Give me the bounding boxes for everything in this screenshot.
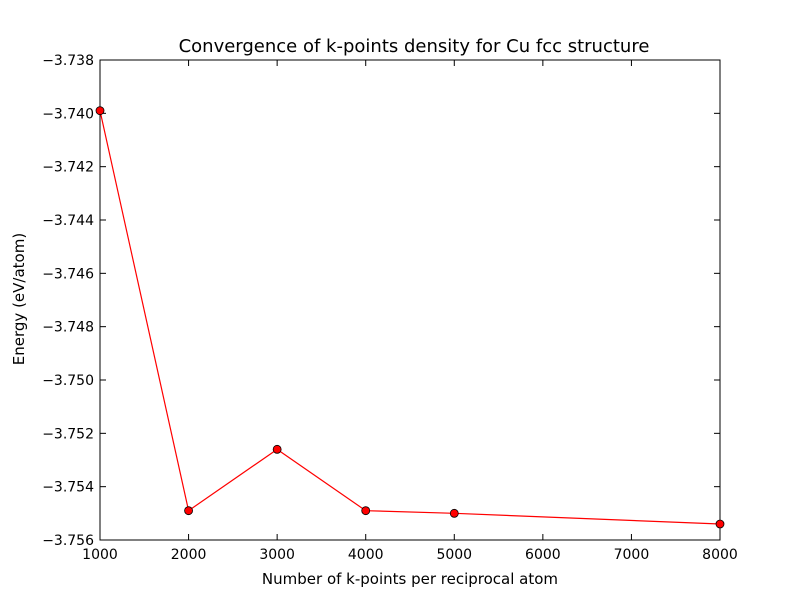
plot-area: 1000 2000 3000 4000 5000 6000 7000 8000 −3.738 −3…: [42, 53, 738, 563]
chart-title: Convergence of k-points density for Cu f…: [179, 36, 650, 57]
x-tick-label: 3000: [259, 547, 295, 563]
data-point: [184, 506, 193, 516]
x-tick-label: 4000: [348, 547, 384, 563]
y-axis-label: Energy (eV/atom): [10, 233, 28, 365]
y-tick-label: −3.744: [42, 213, 94, 229]
y-tick-label: −3.740: [42, 106, 94, 122]
data-point: [272, 444, 282, 454]
data-point: [361, 506, 371, 516]
x-tick-label: 1000: [82, 547, 118, 563]
x-tick-label: 8000: [702, 547, 738, 563]
data-point: [715, 519, 725, 529]
x-axis-label: Number of k-points per reciprocal atom: [262, 570, 558, 588]
y-tick-label: −3.750: [42, 373, 94, 389]
y-tick-label: −3.754: [42, 480, 94, 496]
x-tick-label: 2000: [171, 547, 207, 563]
y-tick-label: −3.746: [42, 266, 94, 282]
x-tick-label: 6000: [525, 547, 561, 563]
y-tick-label: −3.738: [42, 53, 94, 69]
plot-frame: [99, 59, 721, 541]
y-tick-label: −3.752: [42, 426, 94, 442]
y-tick-label: −3.756: [42, 533, 94, 549]
x-tick-label: 7000: [614, 547, 650, 563]
data-point: [449, 508, 459, 518]
y-tick-label: −3.748: [42, 320, 94, 336]
data-point: [95, 106, 105, 116]
y-tick-label: −3.742: [42, 160, 94, 176]
series-line: [99, 110, 721, 525]
x-tick-label: 5000: [436, 547, 472, 563]
